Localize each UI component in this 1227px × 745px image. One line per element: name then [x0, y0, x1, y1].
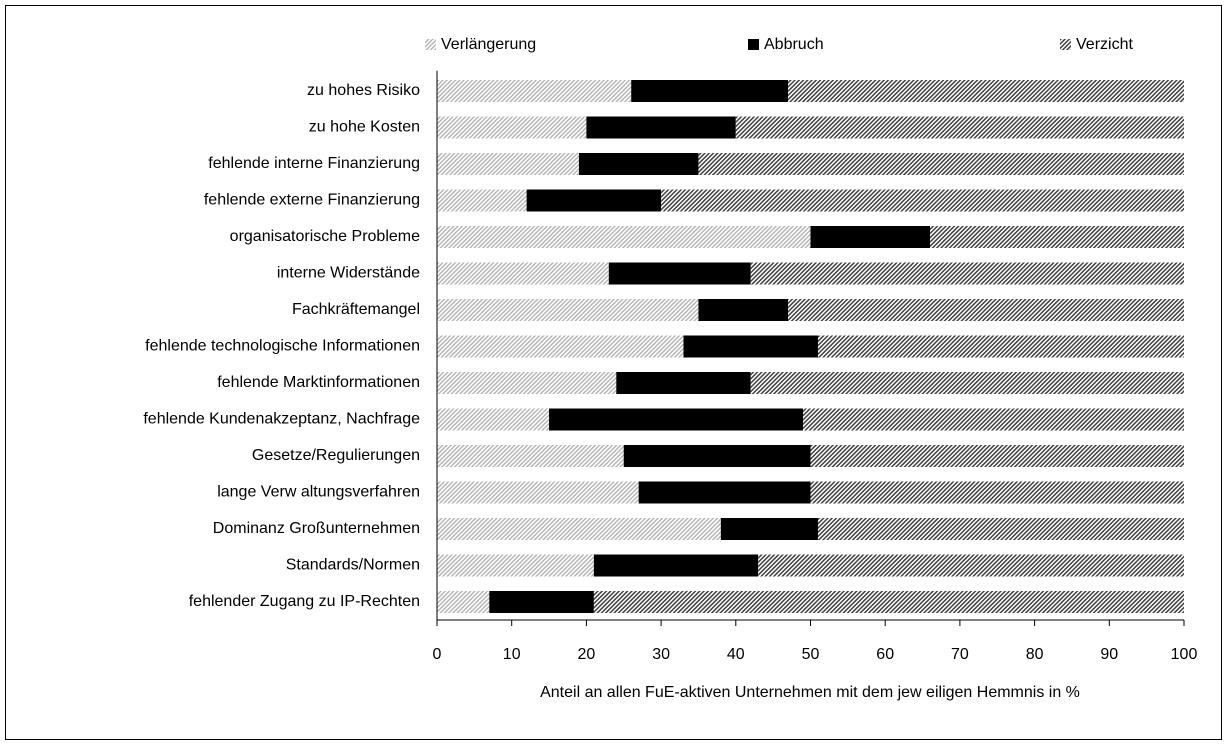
x-tick-label: 20 [578, 646, 596, 663]
bar-segment [810, 445, 1184, 467]
bar-segment [810, 481, 1184, 504]
y-tick-label: Standards/Normen [286, 557, 420, 574]
bar-segment [616, 372, 751, 394]
x-tick-label: 60 [876, 646, 894, 663]
y-tick-label: fehlende externe Finanzierung [204, 192, 420, 209]
bar-segment [586, 116, 736, 139]
bar-segment [788, 80, 1184, 102]
bar-segment [437, 116, 587, 139]
bar-segment [437, 372, 617, 394]
x-tick-label: 30 [652, 646, 670, 663]
bar-segment [817, 335, 1184, 358]
y-tick-label: Dominanz Großunternehmen [213, 520, 420, 537]
y-tick-label: Gesetze/Regulierungen [252, 447, 420, 464]
bar-segment [549, 408, 804, 431]
x-axis-label: Anteil an allen FuE-aktiven Unternehmen … [540, 684, 1080, 701]
bar-segment [750, 372, 1184, 394]
bar-segment [437, 481, 639, 504]
bar-segment [758, 554, 1184, 577]
bar-segment [720, 518, 818, 540]
x-tick-label: 10 [503, 646, 521, 663]
y-tick-label: zu hohe Kosten [309, 119, 420, 136]
bar-segment [593, 591, 1184, 613]
bar-segment [437, 299, 699, 321]
bar-segment [526, 189, 662, 212]
bar-segment [623, 445, 811, 467]
x-tick-label: 80 [1026, 646, 1044, 663]
bar-segment [437, 335, 684, 358]
bar-segment [437, 153, 579, 175]
y-tick-label: fehlende technologische Informationen [145, 338, 420, 355]
bar-segment [698, 299, 789, 321]
x-tick-label: 90 [1100, 646, 1118, 663]
x-tick-label: 100 [1171, 646, 1198, 663]
y-tick-label: zu hohes Risiko [307, 82, 420, 99]
bar-segment [437, 189, 527, 212]
bar-segment [698, 153, 1184, 175]
bar-segment [437, 226, 811, 248]
bar-segment [593, 554, 759, 577]
y-tick-label: interne Widerstände [277, 265, 420, 282]
legend-label: Verzicht [1076, 36, 1133, 53]
bar-segment [437, 445, 624, 467]
legend-swatch [425, 39, 436, 50]
bar-segment [683, 335, 818, 358]
bar-segment [810, 226, 931, 248]
x-tick-label: 40 [727, 646, 745, 663]
bar-segment [638, 481, 811, 504]
legend-swatch [748, 39, 759, 50]
x-tick-label: 50 [802, 646, 820, 663]
bar-segment [437, 80, 632, 102]
bar-segment [578, 153, 699, 175]
bar-segment [489, 591, 594, 613]
bar-segment [437, 591, 490, 613]
y-tick-label: organisatorische Probleme [230, 228, 420, 245]
bar-segment [930, 226, 1184, 248]
legend-swatch [1060, 39, 1071, 50]
bar-segment [437, 408, 550, 431]
y-tick-label: fehlende interne Finanzierung [208, 155, 420, 172]
x-tick-label: 70 [951, 646, 969, 663]
legend-label: Abbruch [764, 36, 824, 53]
y-tick-label: Fachkräftemangel [292, 301, 420, 318]
legend-label: Verlängerung [441, 36, 536, 53]
bar-segment [608, 262, 751, 285]
bar-segment [437, 554, 594, 577]
bar-segment [735, 116, 1184, 139]
bar-segment [788, 299, 1184, 321]
bar-segment [437, 262, 609, 285]
y-tick-label: fehlende Marktinformationen [217, 374, 420, 391]
bar-segment [661, 189, 1184, 212]
bar-segment [803, 408, 1184, 431]
bar-segment [631, 80, 789, 102]
bar-segment [750, 262, 1184, 285]
bar-segment [437, 518, 721, 540]
y-tick-label: fehlender Zugang zu IP-Rechten [189, 593, 420, 610]
x-tick-label: 0 [433, 646, 442, 663]
y-tick-label: fehlende Kundenakzeptanz, Nachfrage [143, 411, 420, 428]
bar-segment [817, 518, 1184, 540]
y-tick-label: lange Verw altungsverfahren [217, 484, 420, 501]
